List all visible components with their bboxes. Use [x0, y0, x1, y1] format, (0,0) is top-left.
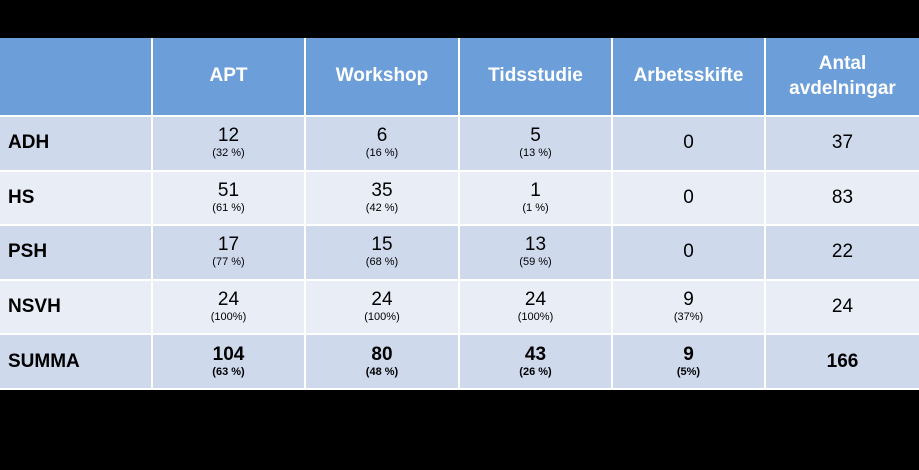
cell-value: 22 — [831, 241, 854, 263]
cell-value: 0 — [683, 241, 694, 263]
cell-value: 24 — [524, 289, 547, 311]
data-cell: 35 (42 %) — [306, 171, 460, 227]
cell-value: 24 — [217, 289, 240, 311]
table: APT Workshop Tidsstudie Arbetsskifte Antal a… — [0, 38, 919, 390]
cell-value: 0 — [683, 132, 694, 154]
data-cell: 9 (37%) — [613, 280, 766, 336]
data-cell: 37 — [766, 117, 919, 172]
cell-percent: (100%) — [210, 311, 247, 324]
data-cell: 43 (26 %) — [460, 335, 613, 390]
data-cell: 24 (100%) — [153, 280, 306, 336]
cell-value: 5 — [530, 125, 541, 147]
cell-value: 43 — [524, 343, 547, 365]
cell-percent: (16 %) — [365, 147, 399, 160]
row-label: PSH — [0, 226, 153, 281]
data-cell: 0 — [613, 171, 766, 227]
data-cell: 166 — [766, 335, 919, 390]
row-label: NSVH — [0, 280, 153, 336]
cell-percent: (77 %) — [212, 256, 245, 269]
cell-percent: (37%) — [673, 311, 704, 324]
cell-percent: (13 %) — [519, 147, 552, 160]
cell-value: 37 — [831, 132, 854, 154]
cell-value: 104 — [212, 343, 245, 365]
cell-value: 9 — [683, 343, 694, 365]
cell-value: 24 — [371, 289, 393, 311]
cell-value: 15 — [371, 234, 393, 256]
data-cell: 9 (5%) — [613, 335, 766, 390]
column-header: Workshop — [306, 38, 460, 117]
cell-value: 12 — [217, 125, 240, 147]
row-label: ADH — [0, 117, 153, 172]
cell-percent: (61 %) — [212, 201, 245, 214]
cell-value: 13 — [524, 234, 547, 256]
cell-value: 51 — [217, 179, 240, 201]
cell-value: 6 — [376, 125, 388, 147]
data-cell: 0 — [613, 226, 766, 281]
data-cell: 15 (68 %) — [306, 226, 460, 281]
cell-percent: (100%) — [517, 311, 554, 324]
cell-value: 83 — [831, 186, 854, 208]
data-cell: 24 (100%) — [306, 280, 460, 336]
cell-percent: (100%) — [364, 311, 400, 324]
data-cell: 13 (59 %) — [460, 226, 613, 281]
cell-value: 24 — [831, 296, 854, 318]
data-cell: 24 — [766, 280, 919, 336]
cell-percent: (48 %) — [365, 365, 399, 378]
data-cell: 6 (16 %) — [306, 117, 460, 172]
cell-value: 166 — [826, 350, 859, 372]
row-label: SUMMA — [0, 335, 153, 390]
data-cell: 1 (1 %) — [460, 171, 613, 227]
header-corner — [0, 38, 153, 117]
data-cell: 80 (48 %) — [306, 335, 460, 390]
data-cell: 51 (61 %) — [153, 171, 306, 227]
cell-value: 17 — [217, 234, 240, 256]
row-label: HS — [0, 171, 153, 227]
cell-percent: (63 %) — [212, 365, 245, 378]
cell-value: 1 — [530, 179, 541, 201]
data-cell: 5 (13 %) — [460, 117, 613, 172]
data-cell: 24 (100%) — [460, 280, 613, 336]
data-cell: 17 (77 %) — [153, 226, 306, 281]
column-header: Antal avdelningar — [766, 38, 919, 117]
data-cell: 0 — [613, 117, 766, 172]
cell-percent: (59 %) — [519, 256, 552, 269]
cell-percent: (26 %) — [519, 365, 552, 378]
column-header: Tidsstudie — [460, 38, 613, 117]
data-cell: 83 — [766, 171, 919, 227]
data-cell: 22 — [766, 226, 919, 281]
cell-value: 35 — [371, 179, 393, 201]
cell-value: 0 — [683, 186, 694, 208]
cell-value: 9 — [683, 289, 694, 311]
data-cell: 104 (63 %) — [153, 335, 306, 390]
cell-percent: (32 %) — [212, 147, 245, 160]
column-header: Arbetsskifte — [613, 38, 766, 117]
cell-percent: (42 %) — [365, 201, 399, 214]
column-header: APT — [153, 38, 306, 117]
data-cell: 12 (32 %) — [153, 117, 306, 172]
cell-value: 80 — [371, 343, 393, 365]
cell-percent: (68 %) — [365, 256, 399, 269]
cell-percent: (5%) — [676, 365, 701, 378]
cell-percent: (1 %) — [522, 201, 549, 214]
